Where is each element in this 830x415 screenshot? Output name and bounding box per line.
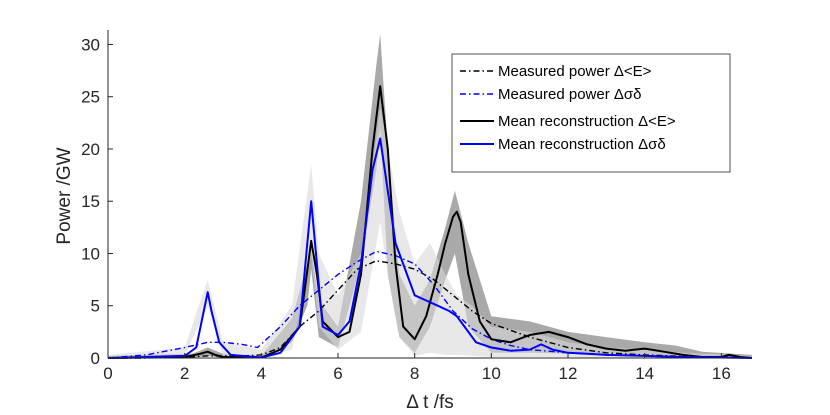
legend-label: Measured power Δ<E> <box>498 63 652 80</box>
series-measured-e <box>108 260 753 359</box>
x-tick-label: 16 <box>712 364 731 383</box>
y-tick-label: 20 <box>81 140 100 159</box>
x-tick-label: 2 <box>180 364 189 383</box>
y-tick-label: 15 <box>81 192 100 211</box>
band-reconstruction-sigma <box>108 107 752 358</box>
x-tick-label: 10 <box>482 364 501 383</box>
x-axis-label: Δ t /fs <box>406 392 454 413</box>
x-tick-label: 14 <box>635 364 654 383</box>
series-reconstruction-sigma <box>107 137 753 359</box>
y-tick-label: 10 <box>81 244 100 263</box>
y-tick-label: 25 <box>81 88 100 107</box>
series-lines <box>107 85 753 359</box>
x-tick-label: 0 <box>103 364 112 383</box>
y-tick-label: 30 <box>81 35 100 54</box>
ticks: 0 2 4 6 8 10 12 14 16 0 5 10 15 20 25 30 <box>81 35 731 383</box>
y-axis-label: Power /GW <box>54 147 75 244</box>
x-tick-label: 6 <box>333 364 342 383</box>
legend: Measured power Δ<E> Measured power Δσδ Mea… <box>451 53 731 173</box>
y-tick-label: 5 <box>91 297 100 316</box>
legend-label: Mean reconstruction Δσδ <box>498 136 666 153</box>
x-tick-label: 8 <box>410 364 419 383</box>
series-reconstruction-e <box>107 85 753 359</box>
legend-label: Measured power Δσδ <box>498 86 642 103</box>
legend-box <box>451 53 731 173</box>
uncertainty-bands <box>108 34 752 358</box>
x-tick-label: 12 <box>559 364 578 383</box>
legend-label: Mean reconstruction Δ<E> <box>498 113 676 130</box>
series-measured-sigma <box>107 250 753 359</box>
x-tick-label: 4 <box>257 364 266 383</box>
y-tick-label: 0 <box>91 349 100 368</box>
